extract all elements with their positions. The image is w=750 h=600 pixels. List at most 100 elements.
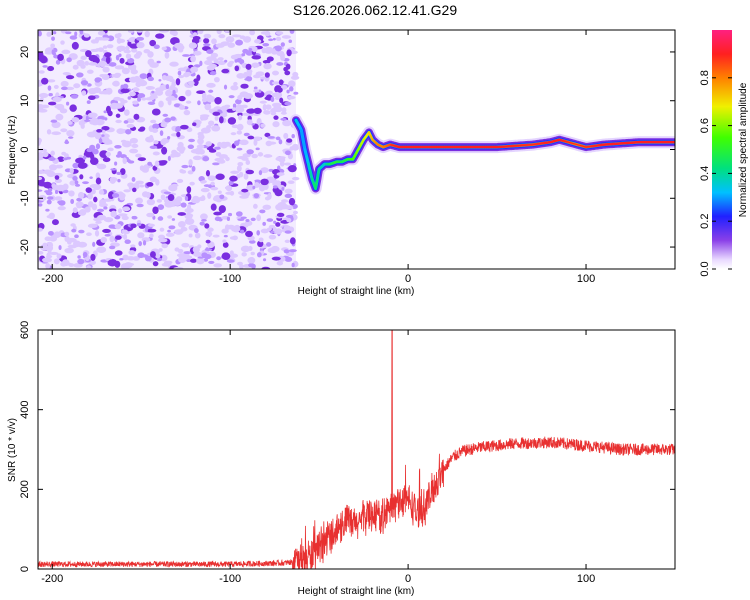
noise-blob (131, 48, 138, 53)
spectrogram-y-tick-label: 10 (19, 95, 31, 107)
noise-blob (183, 251, 192, 255)
noise-blob (38, 138, 42, 145)
noise-blob (151, 108, 161, 116)
noise-blob (152, 261, 159, 267)
noise-blob (47, 85, 52, 91)
noise-blob (225, 191, 234, 195)
noise-blob (167, 215, 173, 219)
noise-blob (256, 117, 262, 125)
noise-blob (149, 233, 154, 238)
noise-blob (251, 263, 256, 269)
noise-blob (58, 245, 62, 250)
noise-blob (253, 136, 262, 142)
noise-blob (89, 157, 99, 165)
noise-blob (183, 109, 191, 116)
noise-blob (215, 173, 225, 181)
noise-blob (219, 194, 225, 200)
noise-blob (52, 31, 57, 35)
noise-blob (107, 110, 113, 117)
noise-blob (108, 62, 117, 67)
noise-blob (119, 194, 125, 201)
noise-blob (215, 43, 225, 48)
noise-blob (260, 123, 266, 128)
noise-blob (224, 59, 228, 63)
noise-blob (62, 183, 69, 190)
noise-blob (276, 62, 284, 66)
noise-blob (288, 39, 293, 44)
noise-blob (286, 89, 290, 94)
noise-blob (92, 241, 96, 247)
noise-blob (254, 181, 260, 189)
noise-blob (170, 183, 179, 187)
noise-blob (98, 138, 103, 144)
noise-blob (227, 61, 233, 68)
noise-blob (178, 104, 186, 110)
noise-blob (272, 70, 280, 76)
noise-blob (111, 193, 120, 198)
noise-blob (273, 104, 282, 111)
noise-blob (86, 232, 92, 237)
noise-blob (192, 246, 200, 254)
noise-blob (88, 88, 98, 95)
noise-blob (217, 60, 226, 66)
noise-blob (206, 124, 212, 130)
noise-blob (204, 248, 213, 252)
noise-blob (289, 86, 294, 92)
noise-blob (287, 95, 296, 100)
colorbar-label: Normalized spectral amplitude (738, 82, 749, 217)
noise-blob (237, 95, 243, 101)
noise-blob (104, 117, 108, 121)
noise-blob (253, 86, 258, 90)
noise-blob (223, 234, 228, 238)
noise-blob (158, 100, 164, 108)
noise-blob (38, 108, 48, 113)
snr-y-ticks: 0 200 400 600 (19, 321, 675, 572)
noise-blob (129, 137, 138, 144)
noise-blob (114, 250, 123, 256)
snr-frame (37, 329, 676, 570)
noise-blob (95, 220, 102, 224)
noise-blob (240, 83, 249, 89)
noise-blob (67, 120, 73, 125)
noise-blob (225, 185, 233, 192)
noise-blob (263, 154, 273, 158)
noise-blob (113, 96, 121, 101)
noise-blob (254, 39, 262, 44)
noise-blob (88, 61, 98, 66)
noise-blob (161, 146, 168, 155)
noise-blob (125, 45, 130, 51)
noise-blob (137, 81, 143, 86)
noise-blob (139, 126, 146, 131)
snr-y-tick-label: 400 (19, 400, 31, 418)
noise-blob (53, 258, 60, 265)
noise-blob (250, 217, 256, 222)
noise-blob (285, 214, 294, 218)
noise-blob (259, 209, 266, 214)
noise-blob (218, 34, 226, 39)
noise-blob (207, 192, 212, 199)
noise-blob (71, 117, 80, 123)
noise-blob (269, 230, 275, 234)
snr-y-tick-label: 200 (19, 480, 31, 498)
noise-blob (272, 185, 278, 189)
noise-blob (52, 96, 62, 103)
noise-blob (109, 235, 115, 243)
noise-blob (137, 93, 146, 99)
noise-blob (180, 169, 187, 174)
noise-blob (184, 71, 192, 77)
noise-blob (247, 135, 255, 140)
noise-blob (139, 184, 145, 188)
noise-blob (77, 258, 85, 265)
noise-blob (66, 130, 75, 137)
noise-blob (273, 91, 283, 98)
noise-blob (178, 147, 185, 154)
noise-blob (146, 228, 157, 233)
noise-blob (145, 136, 155, 143)
noise-blob (38, 92, 49, 99)
noise-blob (203, 258, 209, 262)
noise-blob (286, 49, 292, 57)
noise-blob (239, 139, 249, 146)
noise-blob (274, 45, 282, 52)
noise-blob (291, 176, 300, 181)
noise-blob (93, 196, 98, 203)
